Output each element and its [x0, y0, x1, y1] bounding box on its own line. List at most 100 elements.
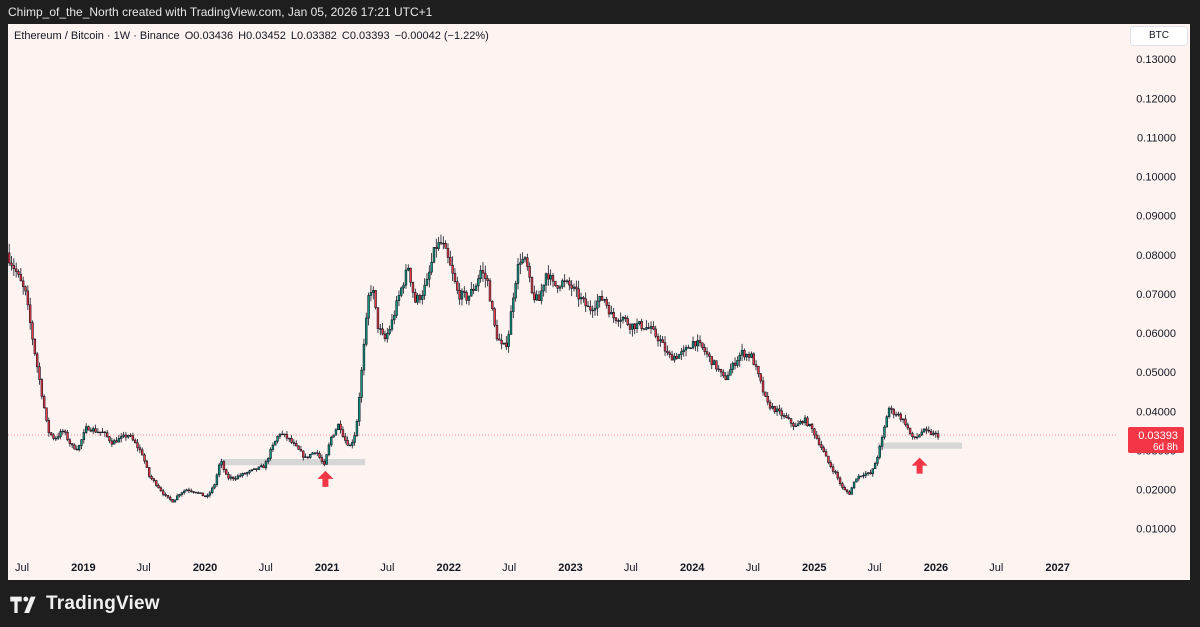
candle-body — [906, 424, 909, 429]
candle-body — [754, 364, 758, 367]
y-tick-label: 0.06000 — [1136, 328, 1176, 340]
y-tick-label: 0.08000 — [1136, 250, 1176, 262]
currency-button[interactable]: BTC — [1130, 26, 1188, 46]
candle-body — [267, 458, 270, 462]
candle-body — [759, 373, 762, 382]
candle-body — [63, 430, 67, 433]
candle-body — [834, 471, 837, 473]
x-tick-label: Jul — [380, 562, 394, 574]
candle-body — [621, 316, 625, 321]
candle-body — [14, 268, 18, 272]
tradingview-logo-icon — [10, 596, 36, 613]
candle-body — [866, 472, 870, 475]
x-tick-label: Jul — [624, 562, 638, 574]
symbol-name[interactable]: Ethereum / Bitcoin · 1W · Binance — [14, 30, 180, 42]
candle-body — [792, 423, 795, 427]
candle-body — [785, 415, 788, 418]
candle-body — [257, 466, 261, 470]
candle-body — [537, 294, 541, 301]
candle-body — [890, 407, 893, 410]
candle-body — [68, 439, 72, 444]
candle-body — [913, 436, 916, 438]
candle-body — [467, 295, 471, 301]
candle-body — [677, 354, 681, 359]
candle-body — [337, 423, 340, 431]
candle-body — [232, 476, 235, 479]
candle-body — [332, 434, 335, 438]
candle-body — [855, 478, 858, 483]
candle-body — [495, 324, 499, 340]
candle-body — [878, 445, 881, 458]
candle-body — [155, 480, 158, 486]
candle-body — [430, 261, 433, 273]
y-tick-label: 0.10000 — [1136, 172, 1176, 184]
candle-body — [778, 408, 781, 412]
candle-body — [544, 273, 548, 286]
candle-body — [642, 328, 646, 330]
candle-body — [306, 456, 310, 458]
up-arrow-icon — [317, 470, 334, 487]
candle-body — [521, 258, 524, 264]
chart-frame[interactable] — [8, 24, 1190, 580]
candle-body — [264, 461, 268, 469]
candle-body — [222, 461, 226, 470]
candle-body — [171, 499, 174, 503]
candle-body — [243, 472, 247, 475]
candle-body — [827, 455, 830, 463]
candle-body — [458, 290, 461, 300]
y-tick-label: 0.13000 — [1136, 54, 1176, 66]
candle-body — [54, 437, 58, 440]
candle-body — [82, 432, 86, 441]
candle-body — [70, 443, 74, 446]
candle-body — [456, 281, 459, 291]
candle-body — [635, 323, 639, 330]
candle-body — [299, 449, 303, 452]
candle-body — [274, 440, 277, 446]
x-tick-label: Jul — [746, 562, 760, 574]
candle-body — [348, 444, 352, 447]
candle-body — [488, 280, 492, 302]
candle-body — [101, 431, 104, 434]
legend-change: −0.00042 (−1.22%) — [394, 30, 489, 42]
candle-body — [799, 421, 802, 425]
candle-body — [740, 350, 744, 356]
candle-body — [918, 434, 921, 438]
candle-body — [486, 278, 489, 281]
candle-body — [570, 284, 573, 289]
candle-body — [829, 462, 832, 468]
candle-body — [129, 435, 132, 437]
candle-body — [425, 278, 429, 286]
candle-body — [162, 490, 165, 495]
candle-body — [346, 440, 349, 446]
candle-body — [640, 321, 643, 329]
y-tick-label: 0.02000 — [1136, 485, 1176, 497]
candle-body — [682, 349, 685, 352]
candle-body — [859, 475, 863, 478]
y-tick-label: 0.07000 — [1136, 289, 1176, 301]
candle-body — [246, 472, 249, 475]
candle-body — [45, 407, 48, 421]
candle-body — [605, 299, 608, 306]
candle-body — [77, 445, 81, 451]
candle-body — [390, 319, 394, 330]
candle-body — [645, 327, 648, 330]
candle-body — [691, 341, 695, 349]
candle-body — [131, 435, 135, 441]
candle-body — [617, 320, 620, 322]
candle-body — [603, 299, 606, 301]
candle-body — [255, 468, 258, 470]
candle-body — [278, 433, 282, 437]
candle-body — [540, 290, 543, 301]
candle-body — [75, 448, 79, 451]
candle-body — [49, 432, 53, 435]
candle-body — [572, 286, 576, 289]
candle-body — [327, 444, 331, 456]
candle-body — [782, 415, 786, 417]
candle-body — [558, 286, 562, 289]
candle-body — [607, 304, 611, 315]
candle-body — [549, 275, 552, 280]
candle-body — [260, 465, 263, 468]
candle-body — [94, 428, 97, 433]
candle-body — [180, 492, 184, 495]
